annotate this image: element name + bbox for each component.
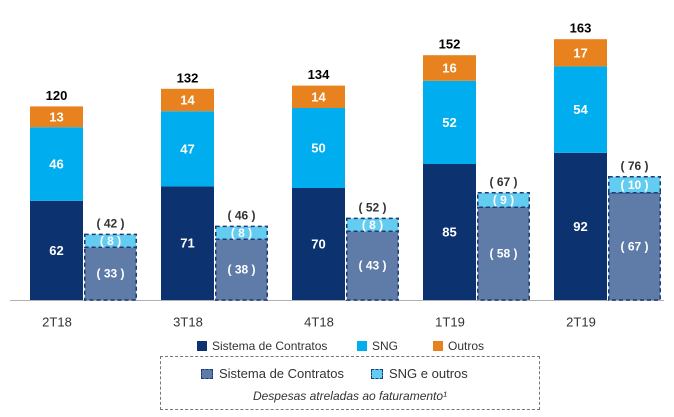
data-label: 17 bbox=[573, 45, 587, 60]
dashed-bar-segment-sng-e-outros bbox=[346, 217, 399, 232]
bar-segment-outros bbox=[292, 85, 345, 108]
legend-item-sistema-de-contratos-dashed: Sistema de Contratos bbox=[201, 366, 344, 381]
legend-swatch-dashed-sng bbox=[371, 368, 383, 379]
data-label: 70 bbox=[311, 237, 325, 252]
data-label: 14 bbox=[311, 89, 326, 104]
stacked-bar-chart: 62 46 13 120 ( 33 ) ( 8 ) ( 42 ) 2T18 71 47 14 132 (… bbox=[10, 21, 664, 330]
dashed-total-label: ( 42 ) bbox=[96, 216, 124, 230]
legend-swatch-sistema-de-contratos bbox=[197, 341, 207, 351]
bar-segment-sng bbox=[161, 111, 214, 187]
data-label: 13 bbox=[49, 109, 63, 124]
data-label: 46 bbox=[49, 157, 63, 172]
dashed-total-label: ( 52 ) bbox=[358, 200, 386, 214]
data-label: 92 bbox=[573, 219, 587, 234]
dashed-bar-segment-sistema-de-contratos bbox=[84, 246, 137, 301]
legend: Sistema de Contratos SNG Outros bbox=[0, 339, 674, 359]
total-label: 134 bbox=[308, 67, 330, 82]
dashed-data-label: ( 43 ) bbox=[358, 259, 386, 273]
category-label: 1T19 bbox=[435, 315, 465, 330]
legend-item-sng: SNG bbox=[357, 339, 398, 353]
data-label: 47 bbox=[180, 141, 194, 156]
dashed-data-label: ( 9 ) bbox=[493, 193, 514, 207]
bar-segment-outros bbox=[554, 39, 607, 67]
dashed-bar-segment-sistema-de-contratos bbox=[346, 230, 399, 301]
legend-item-sng-e-outros: SNG e outros bbox=[371, 366, 468, 381]
secondary-legend-box: Sistema de Contratos SNG e outros Despes… bbox=[160, 356, 540, 410]
bar-segment-sistema-de-contratos bbox=[554, 152, 607, 300]
dashed-bar-segment-sng-e-outros bbox=[215, 225, 268, 240]
data-label: 62 bbox=[49, 243, 63, 258]
bar-segment-sistema-de-contratos bbox=[423, 164, 476, 300]
total-label: 152 bbox=[439, 37, 461, 52]
legend-note: Despesas atreladas ao faturamento¹ bbox=[252, 389, 448, 403]
data-label: 14 bbox=[180, 93, 195, 108]
bar-segment-sistema-de-contratos bbox=[292, 188, 345, 300]
data-label: 85 bbox=[442, 225, 456, 240]
data-label: 50 bbox=[311, 141, 325, 156]
dashed-total-label: ( 67 ) bbox=[489, 175, 517, 189]
bar-segment-sng bbox=[423, 80, 476, 164]
dashed-bar-segment-sng-e-outros bbox=[608, 176, 661, 194]
legend-item-outros: Outros bbox=[433, 339, 484, 353]
dashed-total-label: ( 46 ) bbox=[227, 208, 255, 222]
bar-segment-sistema-de-contratos bbox=[161, 186, 214, 300]
legend-label: SNG e outros bbox=[389, 366, 468, 381]
dashed-bar-segment-sng-e-outros bbox=[477, 192, 530, 208]
category-label: 4T18 bbox=[304, 315, 334, 330]
dashed-data-label: ( 8 ) bbox=[100, 234, 121, 248]
category-label: 2T19 bbox=[566, 315, 596, 330]
legend-label: SNG bbox=[372, 339, 399, 353]
legend-swatch-dashed-sistema bbox=[201, 368, 213, 379]
dashed-bar-segment-sistema-de-contratos bbox=[477, 206, 530, 301]
dashed-data-label: ( 38 ) bbox=[227, 263, 255, 277]
category-label: 3T18 bbox=[173, 315, 203, 330]
dashed-bar-segment-sng-e-outros bbox=[84, 233, 137, 248]
secondary-legend-items: Sistema de Contratos SNG e outros bbox=[161, 366, 539, 384]
legend-label: Sistema de Contratos bbox=[212, 339, 328, 353]
dashed-bar-segment-sistema-de-contratos bbox=[608, 192, 661, 301]
bar-segment-sng bbox=[554, 66, 607, 153]
dashed-data-label: ( 8 ) bbox=[362, 218, 383, 232]
legend-label: Outros bbox=[448, 339, 485, 353]
dashed-total-label: ( 76 ) bbox=[620, 159, 648, 173]
legend-swatch-sng bbox=[357, 341, 367, 351]
dashed-data-label: ( 8 ) bbox=[231, 226, 252, 240]
dashed-data-label: ( 10 ) bbox=[620, 178, 648, 192]
bar-segment-sng bbox=[292, 108, 345, 188]
legend-item-sistema-de-contratos: Sistema de Contratos bbox=[197, 339, 327, 353]
bar-segment-outros bbox=[161, 88, 214, 112]
dashed-bar-segment-sistema-de-contratos bbox=[215, 238, 268, 301]
bar-segment-sng bbox=[30, 127, 83, 201]
total-label: 120 bbox=[46, 88, 68, 103]
total-label: 132 bbox=[177, 70, 199, 85]
bar-segment-outros bbox=[423, 55, 476, 81]
data-label: 71 bbox=[180, 236, 194, 251]
total-label: 163 bbox=[570, 21, 592, 36]
category-label: 2T18 bbox=[42, 315, 72, 330]
legend-swatch-outros bbox=[433, 341, 443, 351]
dashed-data-label: ( 67 ) bbox=[620, 239, 648, 253]
bar-segment-outros bbox=[30, 106, 83, 128]
bar-segment-sistema-de-contratos bbox=[30, 200, 83, 300]
data-label: 16 bbox=[442, 61, 456, 76]
dashed-data-label: ( 58 ) bbox=[489, 247, 517, 261]
data-label: 52 bbox=[442, 115, 456, 130]
data-label: 54 bbox=[573, 102, 588, 117]
dashed-data-label: ( 33 ) bbox=[96, 267, 124, 281]
legend-label: Sistema de Contratos bbox=[219, 366, 345, 381]
